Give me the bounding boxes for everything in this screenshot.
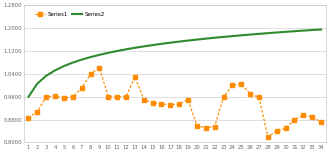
Legend: Series1, Series2: Series1, Series2 [33,10,107,19]
